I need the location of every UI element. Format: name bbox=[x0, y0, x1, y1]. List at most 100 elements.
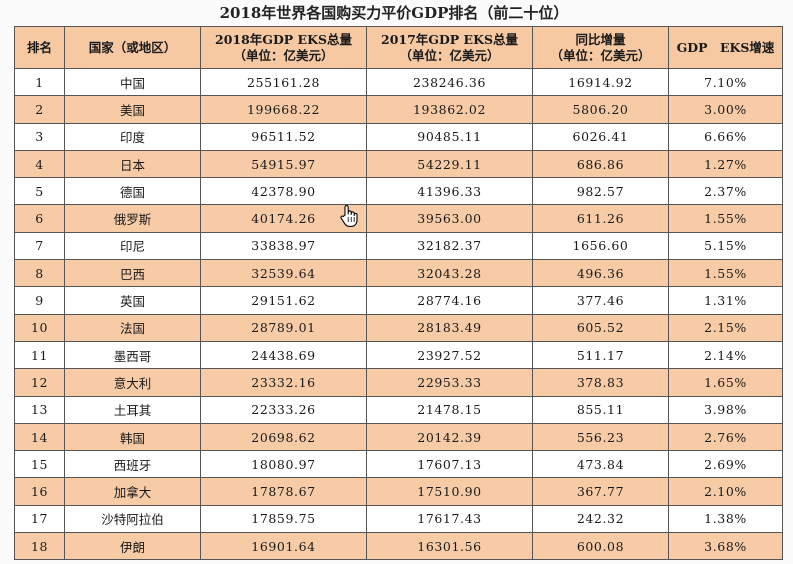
gdp-2018-cell[interactable]: 16901.64 bbox=[200, 532, 367, 561]
country-cell[interactable]: 意大利 bbox=[64, 368, 201, 397]
gdp-2018-cell[interactable]: 29151.62 bbox=[200, 286, 367, 315]
growth-cell[interactable]: 5806.20 bbox=[532, 95, 669, 124]
gdp-2018-cell[interactable]: 54915.97 bbox=[200, 149, 367, 179]
rank-cell[interactable]: 17 bbox=[14, 504, 65, 534]
gdp-2017-cell[interactable]: 54229.11 bbox=[366, 149, 533, 179]
gdp-2017-cell[interactable]: 238246.36 bbox=[366, 67, 533, 97]
growth-cell[interactable]: 242.32 bbox=[532, 504, 669, 534]
country-cell[interactable]: 西班牙 bbox=[64, 450, 201, 479]
growth-cell[interactable]: 605.52 bbox=[532, 313, 669, 342]
growth-cell[interactable]: 611.26 bbox=[532, 204, 669, 233]
country-cell[interactable]: 韩国 bbox=[64, 422, 201, 452]
header-country[interactable]: 国家（或地区） bbox=[64, 26, 201, 69]
rate-cell[interactable]: 1.65% bbox=[668, 368, 783, 397]
rate-cell[interactable]: 2.15% bbox=[668, 313, 783, 342]
growth-cell[interactable]: 473.84 bbox=[532, 450, 669, 479]
country-cell[interactable]: 加拿大 bbox=[64, 477, 201, 506]
gdp-2018-cell[interactable]: 33838.97 bbox=[200, 231, 367, 261]
country-cell[interactable]: 中国 bbox=[64, 67, 201, 97]
gdp-2018-cell[interactable]: 17878.67 bbox=[200, 477, 367, 506]
rank-cell[interactable]: 18 bbox=[14, 532, 65, 561]
rank-cell[interactable]: 16 bbox=[14, 477, 65, 506]
growth-cell[interactable]: 855.11 bbox=[532, 395, 669, 424]
gdp-2018-cell[interactable]: 40174.26 bbox=[200, 204, 367, 233]
rate-cell[interactable]: 5.15% bbox=[668, 231, 783, 261]
rate-cell[interactable]: 2.14% bbox=[668, 340, 783, 370]
gdp-2017-cell[interactable]: 17510.90 bbox=[366, 477, 533, 506]
gdp-2018-cell[interactable]: 24438.69 bbox=[200, 340, 367, 370]
rank-cell[interactable]: 12 bbox=[14, 368, 65, 397]
gdp-2018-cell[interactable]: 18080.97 bbox=[200, 450, 367, 479]
header-growth[interactable]: 同比增量 （单位：亿美元） bbox=[532, 26, 669, 69]
gdp-2018-cell[interactable]: 255161.28 bbox=[200, 67, 367, 97]
growth-cell[interactable]: 1656.60 bbox=[532, 231, 669, 261]
header-gdp-2018[interactable]: 2018年GDP EKS总量 （单位：亿美元） bbox=[200, 26, 367, 69]
gdp-2017-cell[interactable]: 21478.15 bbox=[366, 395, 533, 424]
rate-cell[interactable]: 1.27% bbox=[668, 149, 783, 179]
gdp-2017-cell[interactable]: 16301.56 bbox=[366, 532, 533, 561]
rate-cell[interactable]: 2.10% bbox=[668, 477, 783, 506]
gdp-2018-cell[interactable]: 23332.16 bbox=[200, 368, 367, 397]
rank-cell[interactable]: 13 bbox=[14, 395, 65, 424]
country-cell[interactable]: 日本 bbox=[64, 149, 201, 179]
gdp-2018-cell[interactable]: 17859.75 bbox=[200, 504, 367, 534]
gdp-2018-cell[interactable]: 96511.52 bbox=[200, 122, 367, 151]
growth-cell[interactable]: 511.17 bbox=[532, 340, 669, 370]
rank-cell[interactable]: 5 bbox=[14, 177, 65, 206]
gdp-2017-cell[interactable]: 17617.43 bbox=[366, 504, 533, 534]
growth-cell[interactable]: 6026.41 bbox=[532, 122, 669, 151]
rank-cell[interactable]: 14 bbox=[14, 422, 65, 452]
rank-cell[interactable]: 1 bbox=[14, 67, 65, 97]
country-cell[interactable]: 印度 bbox=[64, 122, 201, 151]
growth-cell[interactable]: 367.77 bbox=[532, 477, 669, 506]
rank-cell[interactable]: 3 bbox=[14, 122, 65, 151]
rank-cell[interactable]: 15 bbox=[14, 450, 65, 479]
gdp-2017-cell[interactable]: 28183.49 bbox=[366, 313, 533, 342]
rate-cell[interactable]: 2.69% bbox=[668, 450, 783, 479]
rank-cell[interactable]: 8 bbox=[14, 259, 65, 288]
gdp-2018-cell[interactable]: 22333.26 bbox=[200, 395, 367, 424]
rate-cell[interactable]: 3.00% bbox=[668, 95, 783, 124]
rate-cell[interactable]: 7.10% bbox=[668, 67, 783, 97]
rank-cell[interactable]: 2 bbox=[14, 95, 65, 124]
rank-cell[interactable]: 10 bbox=[14, 313, 65, 342]
growth-cell[interactable]: 377.46 bbox=[532, 286, 669, 315]
rate-cell[interactable]: 1.55% bbox=[668, 204, 783, 233]
growth-cell[interactable]: 600.08 bbox=[532, 532, 669, 561]
rate-cell[interactable]: 3.98% bbox=[668, 395, 783, 424]
country-cell[interactable]: 美国 bbox=[64, 95, 201, 124]
country-cell[interactable]: 沙特阿拉伯 bbox=[64, 504, 201, 534]
rank-cell[interactable]: 4 bbox=[14, 149, 65, 179]
gdp-2017-cell[interactable]: 41396.33 bbox=[366, 177, 533, 206]
country-cell[interactable]: 墨西哥 bbox=[64, 340, 201, 370]
rank-cell[interactable]: 11 bbox=[14, 340, 65, 370]
header-growth-rate[interactable]: GDP EKS增速 bbox=[668, 26, 783, 69]
rate-cell[interactable]: 6.66% bbox=[668, 122, 783, 151]
growth-cell[interactable]: 496.36 bbox=[532, 259, 669, 288]
gdp-2017-cell[interactable]: 23927.52 bbox=[366, 340, 533, 370]
country-cell[interactable]: 法国 bbox=[64, 313, 201, 342]
country-cell[interactable]: 英国 bbox=[64, 286, 201, 315]
gdp-2018-cell[interactable]: 32539.64 bbox=[200, 259, 367, 288]
rate-cell[interactable]: 3.68% bbox=[668, 532, 783, 561]
country-cell[interactable]: 德国 bbox=[64, 177, 201, 206]
growth-cell[interactable]: 686.86 bbox=[532, 149, 669, 179]
header-rank[interactable]: 排名 bbox=[14, 26, 65, 69]
gdp-2018-cell[interactable]: 42378.90 bbox=[200, 177, 367, 206]
rate-cell[interactable]: 1.38% bbox=[668, 504, 783, 534]
header-gdp-2017[interactable]: 2017年GDP EKS总量 （单位：亿美元） bbox=[366, 26, 533, 69]
rate-cell[interactable]: 1.55% bbox=[668, 259, 783, 288]
gdp-2017-cell[interactable]: 90485.11 bbox=[366, 122, 533, 151]
country-cell[interactable]: 俄罗斯 bbox=[64, 204, 201, 233]
growth-cell[interactable]: 16914.92 bbox=[532, 67, 669, 97]
growth-cell[interactable]: 982.57 bbox=[532, 177, 669, 206]
gdp-2017-cell[interactable]: 20142.39 bbox=[366, 422, 533, 452]
rank-cell[interactable]: 7 bbox=[14, 231, 65, 261]
gdp-2017-cell[interactable]: 32043.28 bbox=[366, 259, 533, 288]
gdp-2017-cell[interactable]: 22953.33 bbox=[366, 368, 533, 397]
gdp-2017-cell[interactable]: 17607.13 bbox=[366, 450, 533, 479]
gdp-2017-cell[interactable]: 32182.37 bbox=[366, 231, 533, 261]
rate-cell[interactable]: 2.76% bbox=[668, 422, 783, 452]
country-cell[interactable]: 伊朗 bbox=[64, 532, 201, 561]
gdp-2018-cell[interactable]: 20698.62 bbox=[200, 422, 367, 452]
